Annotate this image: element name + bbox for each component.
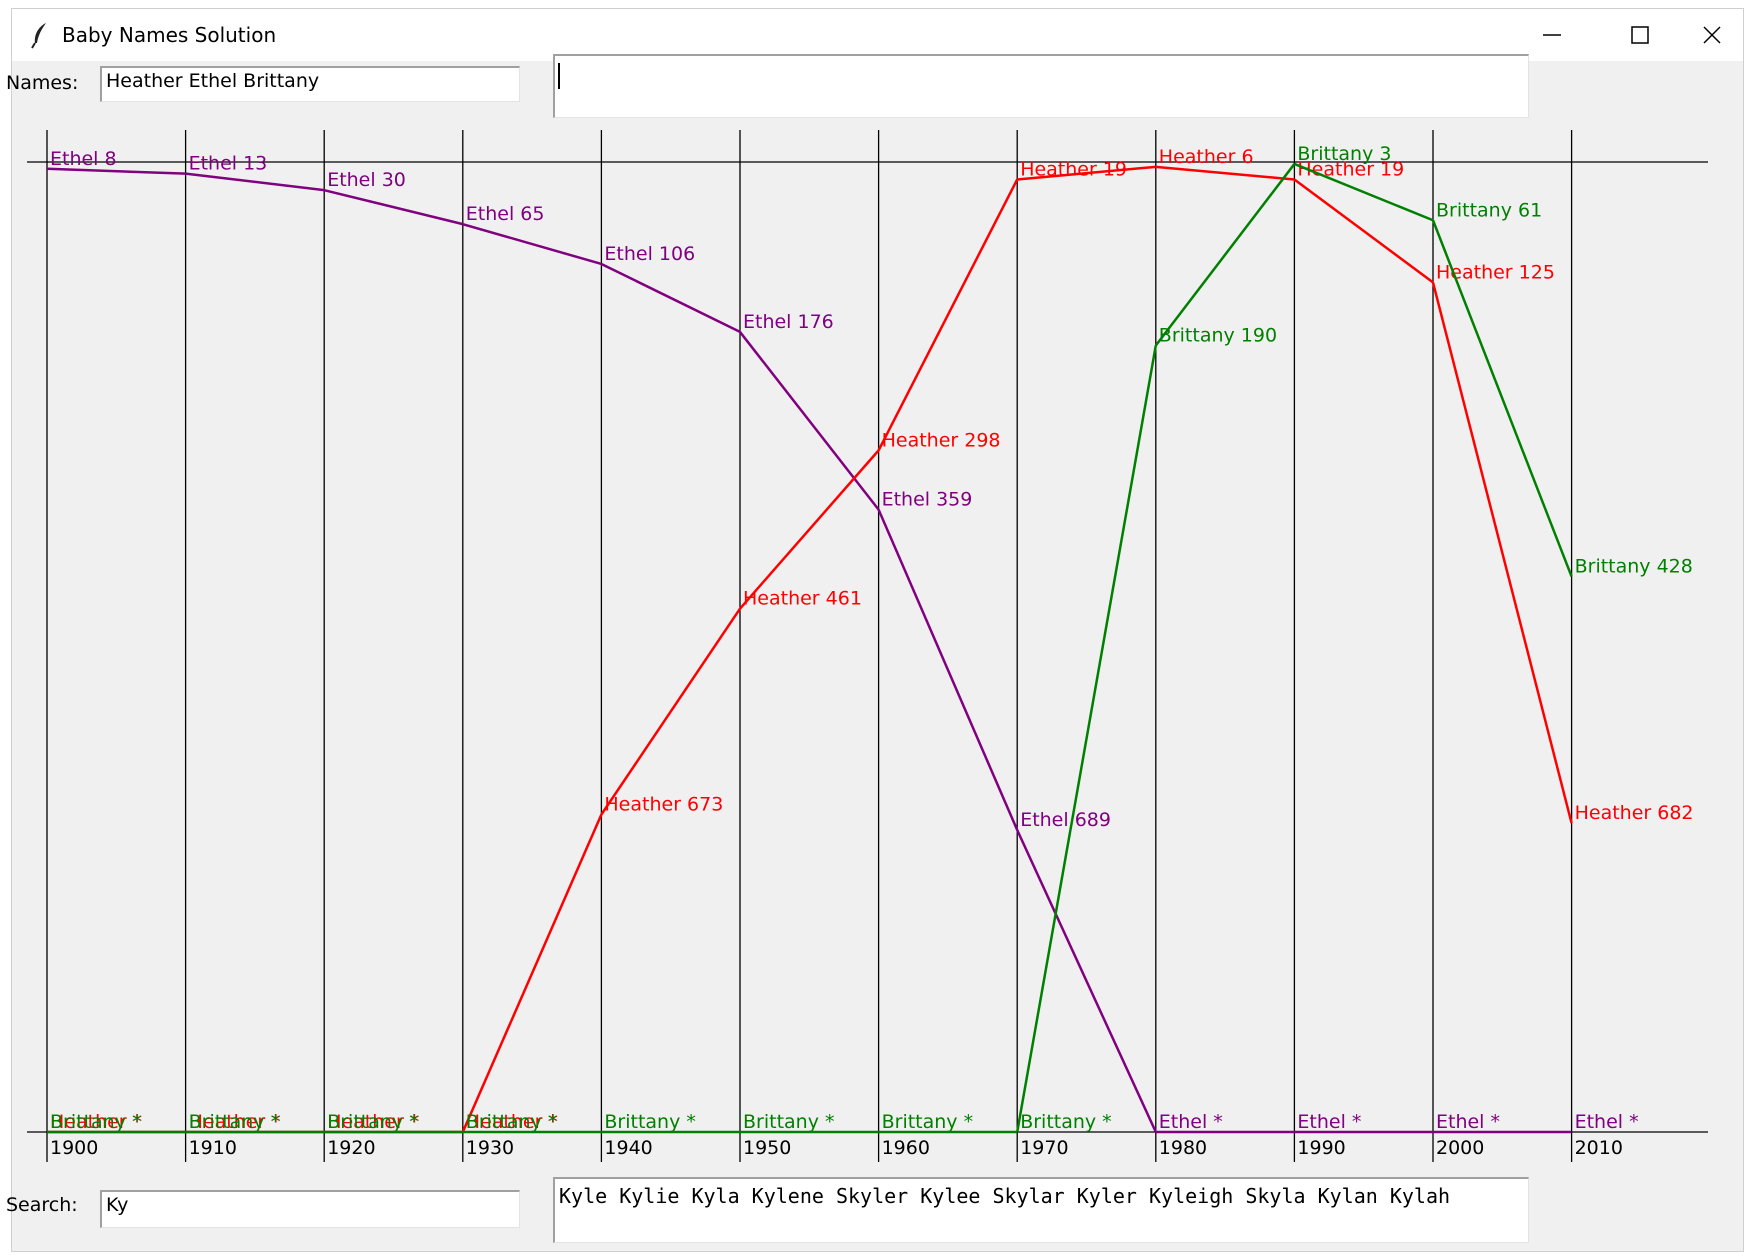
data-label-heather: Heather * (189, 1111, 281, 1133)
data-label-brittany: Brittany 190 (1159, 325, 1277, 347)
minimize-icon (1543, 34, 1561, 36)
data-label-ethel: Ethel * (1159, 1111, 1223, 1133)
data-label-ethel: Ethel 176 (743, 311, 834, 333)
decade-tick-label: 1910 (189, 1137, 237, 1159)
series-line-ethel (46, 167, 186, 175)
series-line-ethel (877, 509, 1019, 831)
maximize-button[interactable] (1603, 9, 1679, 61)
data-label-brittany: Brittany * (1020, 1111, 1111, 1133)
data-label-heather: Heather 298 (882, 429, 1001, 451)
decade-tick-label: 2000 (1436, 1137, 1484, 1159)
data-label-heather: Heather * (50, 1111, 142, 1133)
data-label-ethel: Ethel 106 (604, 243, 695, 265)
series-line-ethel (462, 222, 602, 266)
search-input[interactable]: Ky (100, 1190, 520, 1228)
data-label-brittany: Brittany * (604, 1111, 696, 1133)
data-label-heather: Heather 19 (1020, 158, 1127, 180)
minimize-button[interactable] (1515, 9, 1591, 61)
decade-tick-label: 1900 (50, 1137, 98, 1159)
data-label-brittany: Brittany * (50, 1111, 142, 1133)
series-line-ethel (323, 188, 464, 226)
data-label-heather: Heather * (466, 1111, 558, 1133)
app-window: Baby Names Solution (11, 8, 1744, 1252)
series-line-ethel (739, 331, 880, 511)
search-label: Search: (6, 1194, 78, 1216)
series-line-brittany (1431, 219, 1573, 578)
series-line-heather (739, 449, 880, 610)
title-bar[interactable]: Baby Names Solution (12, 9, 1743, 61)
decade-tick-label: 1930 (466, 1137, 514, 1159)
data-label-brittany: Brittany * (743, 1111, 835, 1133)
series-line-heather (1017, 165, 1156, 181)
series-line-heather (877, 178, 1019, 451)
data-label-ethel: Ethel 8 (50, 148, 117, 170)
decade-tick-label: 1940 (604, 1137, 652, 1159)
decade-tick-label: 1980 (1159, 1137, 1207, 1159)
data-label-ethel: Ethel * (1297, 1111, 1361, 1133)
series-line-ethel (600, 262, 741, 334)
series-line-heather (1293, 178, 1434, 284)
data-label-brittany: Brittany 428 (1575, 556, 1693, 578)
decade-tick-label: 1970 (1020, 1137, 1068, 1159)
data-label-brittany: Brittany * (327, 1111, 419, 1133)
series-line-brittany (1015, 345, 1158, 1133)
top-text-area[interactable] (553, 54, 1529, 118)
data-label-brittany: Brittany * (882, 1111, 974, 1133)
data-label-ethel: Ethel 65 (466, 203, 545, 225)
close-button[interactable] (1675, 9, 1751, 61)
names-input[interactable]: Heather Ethel Brittany (100, 66, 520, 102)
feather-icon (28, 21, 52, 49)
data-label-heather: Heather 682 (1575, 802, 1694, 824)
decade-tick-label: 1950 (743, 1137, 791, 1159)
decade-tick-label: 1990 (1297, 1137, 1345, 1159)
series-line-ethel (1016, 829, 1157, 1133)
series-line-ethel (185, 172, 325, 192)
data-label-ethel: Ethel 359 (882, 489, 973, 511)
series-line-brittany (1154, 163, 1296, 347)
data-label-brittany: Brittany 61 (1436, 199, 1542, 221)
decade-tick-label: 2010 (1575, 1137, 1623, 1159)
data-label-brittany: Brittany * (189, 1111, 281, 1133)
data-label-brittany: Brittany 3 (1297, 143, 1391, 165)
data-label-ethel: Ethel 13 (189, 153, 268, 175)
decade-tick-label: 1960 (882, 1137, 930, 1159)
data-label-heather: Heather 673 (604, 793, 723, 815)
decade-tick-label: 1920 (327, 1137, 375, 1159)
series-line-heather (1155, 165, 1295, 181)
data-label-ethel: Ethel * (1436, 1111, 1500, 1133)
search-results-text[interactable]: Kyle Kylie Kyla Kylene Skyler Kylee Skyl… (553, 1177, 1529, 1243)
series-line-brittany (1293, 162, 1434, 222)
data-label-heather: Heather * (327, 1111, 419, 1133)
data-label-heather: Heather 6 (1159, 146, 1254, 168)
close-icon (1703, 26, 1721, 44)
series-line-heather (461, 813, 603, 1133)
maximize-icon (1631, 26, 1649, 44)
window-title: Baby Names Solution (62, 23, 277, 47)
data-label-brittany: Brittany * (466, 1111, 558, 1133)
series-line-heather (1431, 282, 1573, 824)
series-line-heather (600, 607, 742, 816)
data-label-heather: Heather 125 (1436, 261, 1555, 283)
names-label: Names: (6, 72, 79, 94)
data-label-ethel: Ethel 689 (1020, 809, 1111, 831)
data-label-ethel: Ethel * (1575, 1111, 1639, 1133)
data-label-ethel: Ethel 30 (327, 169, 406, 191)
data-label-heather: Heather 461 (743, 588, 862, 610)
text-caret (558, 63, 560, 89)
